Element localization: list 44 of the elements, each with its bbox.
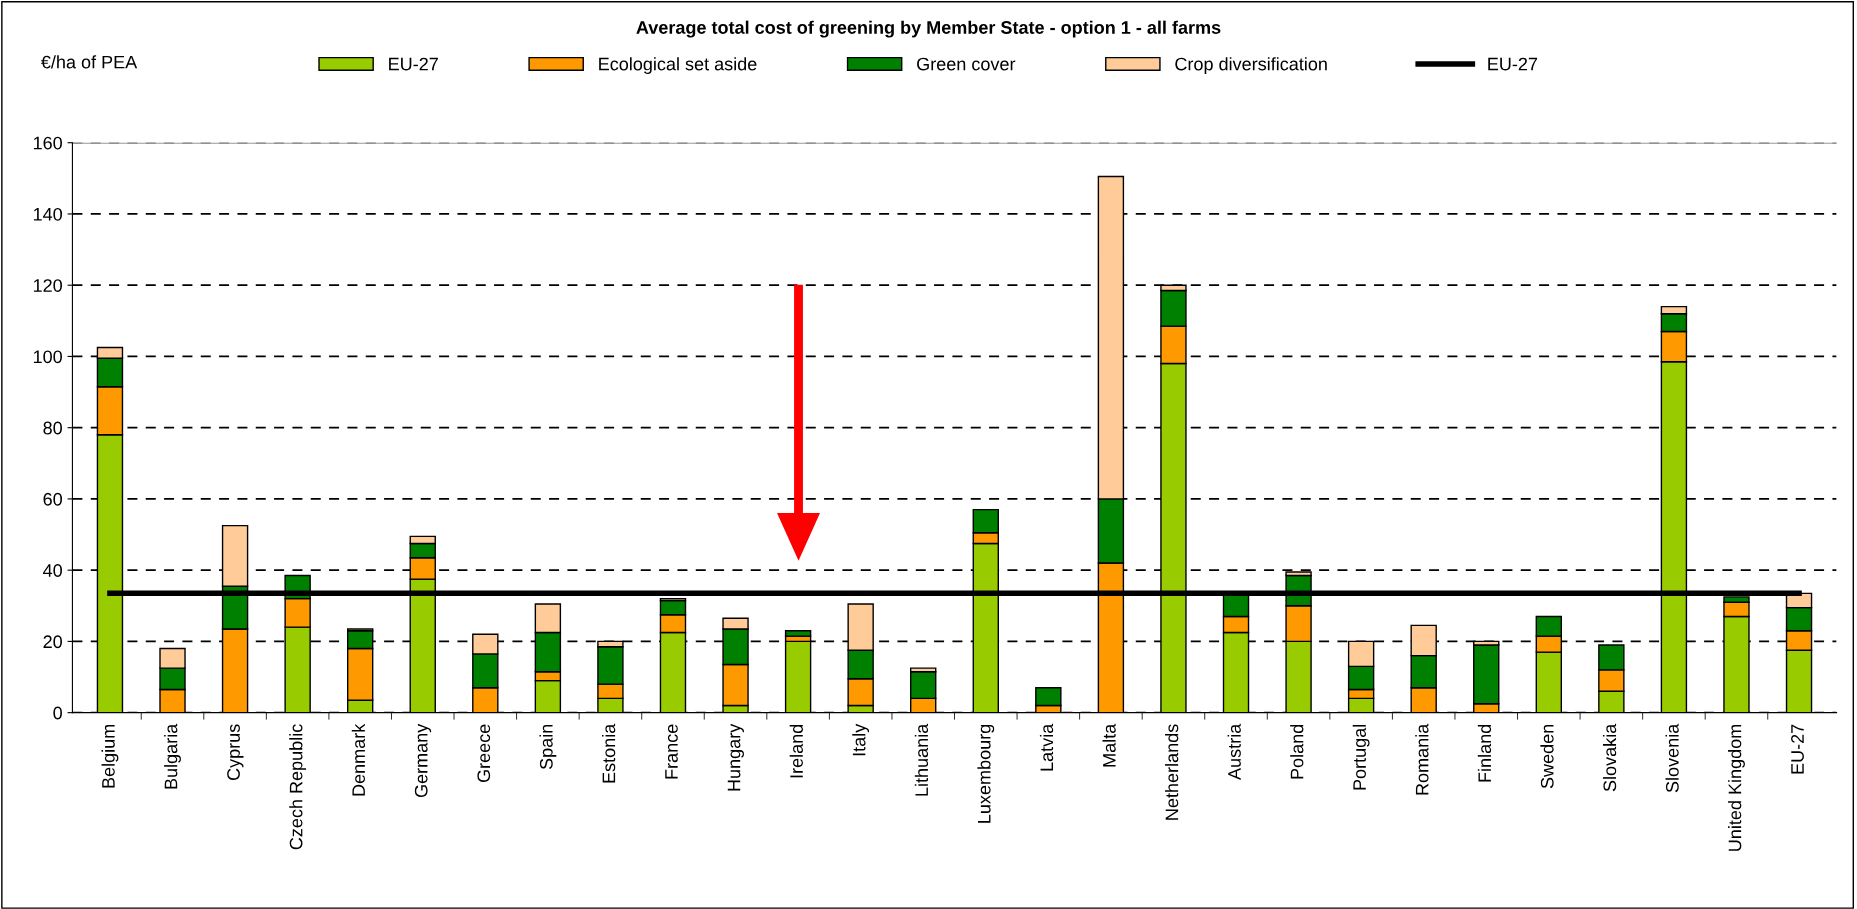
y-tick-label: 100 — [33, 350, 62, 364]
x-tick-label: Greece — [477, 724, 491, 783]
x-tick-label: Romania — [1415, 723, 1429, 795]
x-tick-label: France — [665, 724, 678, 779]
chart-title: Average total cost of greening by Member State - option 1 - all farms — [636, 20, 1221, 38]
y-axis-title: €/ha of PEA — [41, 55, 138, 69]
x-tick-label: Malta — [1102, 723, 1116, 767]
legend-label: Crop diversification — [1175, 57, 1327, 74]
x-tick-label: Portugal — [1352, 724, 1370, 790]
x-tick-label: Slovenia — [1665, 723, 1679, 793]
x-tick-label: EU-27 — [1791, 724, 1804, 774]
x-tick-label: Ireland — [789, 724, 803, 778]
y-tick-label: 160 — [33, 136, 62, 150]
y-tick-label: 0 — [53, 706, 62, 720]
x-tick-label: Germany — [414, 723, 432, 798]
x-tick-label: Austria — [1227, 723, 1241, 780]
x-tick-label: Hungary — [727, 723, 744, 791]
x-tick-label: Czech Republic — [289, 724, 307, 850]
y-tick-label: 60 — [43, 492, 62, 506]
x-tick-label: Slovakia — [1602, 723, 1617, 792]
y-tick-label: 20 — [43, 635, 62, 649]
x-tick-label: Luxembourg — [977, 724, 995, 823]
y-tick-label: 140 — [33, 207, 62, 221]
x-tick-label: Bulgaria — [164, 723, 181, 789]
x-tick-label: Latvia — [1039, 723, 1054, 771]
legend-label: EU-27 — [389, 57, 438, 71]
legend-label: Green cover — [917, 57, 1016, 71]
x-tick-label: Cyprus — [227, 724, 244, 781]
x-tick-label: Denmark — [351, 723, 366, 796]
x-tick-label: Estonia — [602, 723, 616, 783]
x-tick-label: Lithuania — [914, 723, 929, 796]
x-tick-label: Italy — [852, 723, 870, 756]
legend-label: Ecological set aside — [599, 57, 757, 74]
legend-label: EU-27 — [1488, 57, 1538, 71]
y-tick-label: 40 — [43, 564, 62, 577]
y-tick-label: 120 — [33, 279, 62, 292]
x-tick-label: Belgium — [101, 724, 119, 788]
y-tick-label: 80 — [43, 421, 62, 435]
x-tick-label: Netherlands — [1165, 724, 1179, 820]
x-tick-label: Spain — [539, 724, 557, 770]
x-tick-label: Sweden — [1540, 724, 1554, 789]
x-tick-label: United Kingdom — [1728, 724, 1745, 851]
x-tick-label: Finland — [1477, 724, 1492, 782]
x-tick-label: Poland — [1290, 724, 1304, 779]
